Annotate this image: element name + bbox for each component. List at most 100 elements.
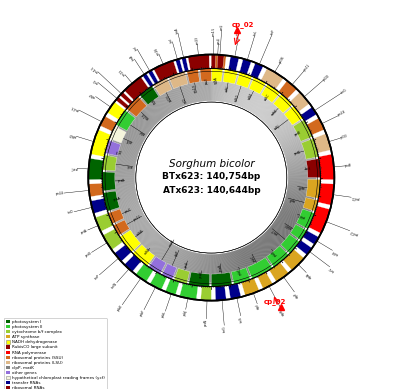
Wedge shape [124,77,149,100]
Wedge shape [275,220,299,236]
Wedge shape [108,161,135,166]
Wedge shape [110,198,137,206]
Wedge shape [148,93,166,116]
Wedge shape [118,130,143,143]
Wedge shape [110,126,126,143]
Wedge shape [206,73,208,101]
Wedge shape [288,168,316,172]
Wedge shape [140,234,160,256]
Wedge shape [296,209,314,229]
Wedge shape [278,81,297,99]
Wedge shape [234,77,244,104]
Wedge shape [195,74,200,102]
Wedge shape [189,75,195,102]
Text: psbL: psbL [161,310,167,318]
Wedge shape [233,251,242,278]
Text: trnM: trnM [331,249,339,256]
Wedge shape [149,93,166,116]
Wedge shape [150,92,167,115]
Wedge shape [228,56,239,71]
Wedge shape [278,125,302,140]
Text: psbE: psbE [116,303,124,312]
Wedge shape [111,146,138,155]
Wedge shape [176,79,186,105]
Wedge shape [130,110,152,129]
Wedge shape [174,250,185,276]
Wedge shape [219,254,222,282]
Text: rps19: rps19 [193,83,198,93]
Wedge shape [288,174,316,175]
Text: atpH: atpH [279,308,286,316]
Wedge shape [113,204,139,214]
Wedge shape [114,207,140,218]
Text: rps3: rps3 [204,77,208,84]
Wedge shape [225,74,230,102]
Wedge shape [287,189,315,195]
Wedge shape [106,181,134,183]
Text: trnA: trnA [129,53,136,60]
Wedge shape [126,116,149,133]
Wedge shape [259,95,277,117]
Wedge shape [249,86,264,111]
Wedge shape [159,244,174,269]
Wedge shape [120,92,133,105]
Wedge shape [306,159,320,177]
Wedge shape [169,81,181,107]
Wedge shape [120,215,144,229]
Wedge shape [127,96,147,117]
Wedge shape [290,224,306,240]
Wedge shape [179,251,188,278]
Wedge shape [288,176,316,177]
Text: psaC: psaC [70,166,78,170]
Wedge shape [285,146,312,155]
Wedge shape [283,141,310,151]
Wedge shape [230,252,238,279]
Wedge shape [210,254,211,282]
Wedge shape [139,233,159,254]
Wedge shape [150,92,167,116]
Wedge shape [268,107,289,126]
Wedge shape [108,190,136,196]
Wedge shape [284,145,311,154]
Wedge shape [156,88,171,112]
Text: trnG: trnG [340,88,348,95]
Wedge shape [226,75,232,102]
Text: rpoB: rpoB [345,163,352,168]
Wedge shape [288,182,316,184]
Wedge shape [192,74,198,102]
Wedge shape [171,81,182,107]
Wedge shape [109,196,137,203]
Wedge shape [135,105,156,124]
Wedge shape [160,86,174,110]
Wedge shape [91,198,107,214]
Wedge shape [176,79,186,105]
Wedge shape [112,142,139,152]
Wedge shape [288,187,316,191]
Wedge shape [215,254,218,282]
Wedge shape [212,254,213,282]
Wedge shape [109,154,136,161]
Text: psaB: psaB [199,270,204,278]
Wedge shape [210,73,211,101]
Wedge shape [113,141,139,151]
Wedge shape [275,221,298,237]
Wedge shape [223,70,238,84]
Wedge shape [125,221,148,238]
Wedge shape [107,168,135,171]
Text: psbJ: psbJ [182,309,188,316]
Text: ndhI: ndhI [224,86,230,93]
Wedge shape [254,241,271,265]
Wedge shape [116,132,142,145]
Wedge shape [202,73,205,101]
Wedge shape [149,257,166,274]
Wedge shape [230,76,238,103]
Wedge shape [279,128,304,142]
Wedge shape [137,232,158,252]
Wedge shape [276,120,299,136]
Wedge shape [211,254,212,282]
Wedge shape [138,232,158,253]
Wedge shape [165,247,178,272]
Wedge shape [284,144,311,154]
Wedge shape [248,245,262,270]
Text: cp_02: cp_02 [264,298,286,305]
